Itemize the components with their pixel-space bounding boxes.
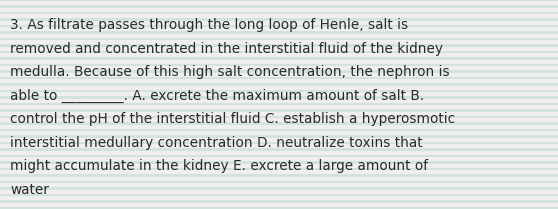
Text: might accumulate in the kidney E. excrete a large amount of: might accumulate in the kidney E. excret… <box>10 159 428 173</box>
Bar <box>0 44 558 46</box>
Bar <box>0 109 558 111</box>
Bar <box>0 96 558 98</box>
Text: control the pH of the interstitial fluid C. establish a hyperosmotic: control the pH of the interstitial fluid… <box>10 112 455 126</box>
Bar <box>0 181 558 183</box>
Text: removed and concentrated in the interstitial fluid of the kidney: removed and concentrated in the intersti… <box>10 42 443 56</box>
Bar <box>0 64 558 66</box>
Bar <box>0 24 558 27</box>
Bar <box>0 187 558 190</box>
Bar <box>0 102 558 105</box>
Bar <box>0 141 558 144</box>
Bar <box>0 206 558 209</box>
Bar <box>0 194 558 196</box>
Bar <box>0 200 558 203</box>
Bar <box>0 129 558 131</box>
Bar <box>0 18 558 20</box>
Bar <box>0 0 558 1</box>
Text: able to _________. A. excrete the maximum amount of salt B.: able to _________. A. excrete the maximu… <box>10 88 424 103</box>
Bar <box>0 11 558 14</box>
Bar <box>0 167 558 170</box>
Bar <box>0 83 558 85</box>
Text: medulla. Because of this high salt concentration, the nephron is: medulla. Because of this high salt conce… <box>10 65 450 79</box>
Bar <box>0 122 558 125</box>
Bar <box>0 51 558 53</box>
Bar <box>0 31 558 33</box>
Bar <box>0 70 558 73</box>
Bar <box>0 154 558 157</box>
Bar <box>0 57 558 60</box>
Bar <box>0 37 558 40</box>
Bar <box>0 174 558 176</box>
Bar <box>0 148 558 150</box>
Bar <box>0 89 558 92</box>
Bar <box>0 135 558 138</box>
Text: 3. As filtrate passes through the long loop of Henle, salt is: 3. As filtrate passes through the long l… <box>10 18 408 32</box>
Text: interstitial medullary concentration D. neutralize toxins that: interstitial medullary concentration D. … <box>10 135 422 149</box>
Bar <box>0 116 558 118</box>
Text: water: water <box>10 182 49 196</box>
Bar <box>0 161 558 163</box>
Bar <box>0 5 558 8</box>
Bar <box>0 76 558 79</box>
